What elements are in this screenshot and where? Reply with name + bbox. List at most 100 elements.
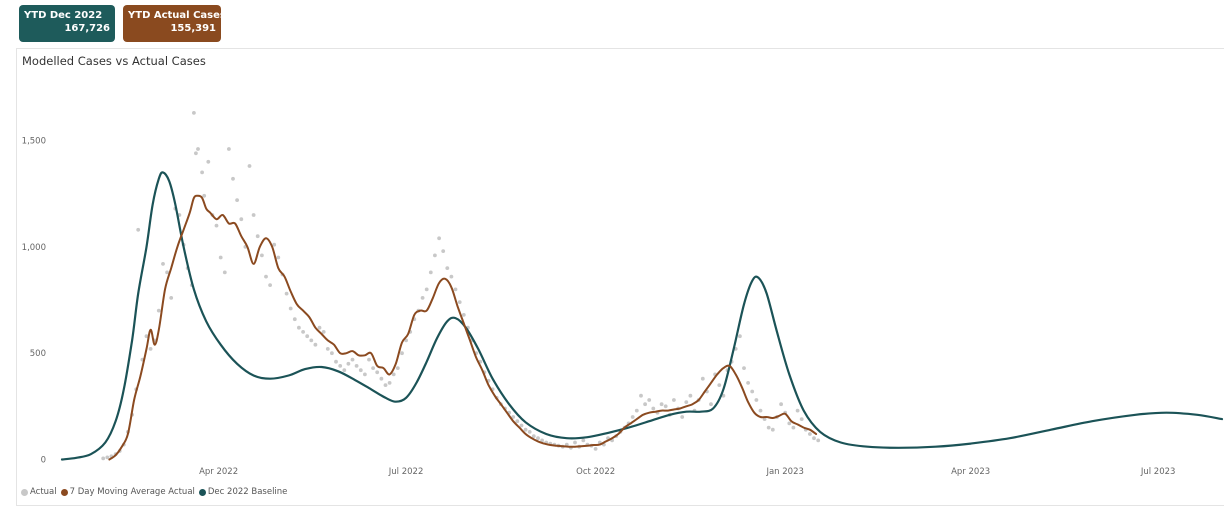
kpi-title: YTD Actual Cases (128, 10, 226, 21)
actual-point (354, 364, 359, 368)
actual-point (346, 361, 351, 366)
actual-point (317, 325, 322, 330)
actual-point (564, 442, 569, 447)
actual-point (196, 147, 200, 151)
y-tick-label: 0 (41, 456, 46, 466)
actual-point (371, 366, 375, 370)
actual-point (136, 227, 141, 232)
legend-item-moving-average[interactable]: 7 Day Moving Average Actual (60, 487, 195, 497)
legend-label: 7 Day Moving Average Actual (69, 487, 195, 497)
actual-point (791, 425, 796, 430)
actual-point (816, 438, 821, 443)
kpi-card-ytd-dec-2022[interactable]: YTD Dec 2022 167,726 (19, 5, 115, 42)
actual-point (200, 170, 205, 175)
actual-point (342, 368, 347, 373)
actual-point (453, 287, 458, 292)
actual-point (523, 427, 528, 432)
kpi-value: 167,726 (64, 23, 110, 34)
actual-point (161, 262, 165, 266)
actual-point (192, 111, 196, 115)
actual-point (264, 274, 268, 279)
legend-marker (198, 488, 206, 496)
actual-point (709, 402, 713, 407)
actual-point (659, 402, 664, 407)
legend-item-baseline[interactable]: Dec 2022 Baseline (198, 487, 288, 497)
kpi-title: YTD Dec 2022 (24, 10, 103, 21)
actual-point (375, 370, 380, 375)
actual-point (684, 400, 689, 404)
actual-point (391, 372, 396, 377)
kpi-card-ytd-actual-cases[interactable]: YTD Actual Cases 155,391 (123, 5, 226, 42)
actual-point (750, 389, 755, 394)
actual-point (457, 300, 462, 304)
actual-point (795, 408, 800, 413)
actual-point (630, 415, 635, 419)
legend-marker (21, 488, 28, 496)
actual-point (214, 223, 219, 228)
actual-point (808, 432, 812, 436)
actual-point (441, 249, 446, 254)
actual-point (301, 330, 305, 334)
legend-item-actual[interactable]: Actual (21, 487, 57, 497)
actual-point (383, 383, 388, 387)
x-axis: Apr 2022 Jul 2022 Oct 2022 Jan 2023 Apr 2023… (199, 467, 1175, 477)
actual-point (445, 266, 450, 270)
actual-point (379, 376, 384, 381)
x-tick-label: Jul 2023 (1140, 467, 1176, 477)
actual-point (746, 381, 750, 385)
actual-point (593, 447, 598, 451)
y-axis: 0 500 1,000 1,500 (22, 137, 46, 466)
actual-point (321, 330, 326, 334)
actual-point (255, 234, 260, 239)
moving-average-line (108, 194, 818, 461)
x-tick-label: Apr 2023 (951, 467, 990, 477)
actual-point (206, 159, 211, 164)
actual-point (531, 434, 536, 438)
actual-point (680, 415, 685, 419)
y-tick-label: 500 (30, 349, 46, 359)
actual-point (787, 421, 792, 426)
series-lines (60, 171, 1224, 461)
actual-point (165, 270, 170, 275)
actual-point (276, 255, 281, 260)
baseline-line (60, 171, 1224, 461)
actual-point (239, 217, 244, 222)
legend-marker (60, 488, 68, 496)
actual-point (672, 398, 676, 402)
kpi-value: 155,391 (170, 23, 216, 34)
actual-point (235, 198, 240, 203)
actual-point (433, 253, 437, 258)
actual-point (251, 213, 256, 217)
actual-point (424, 287, 429, 292)
actual-point (363, 372, 367, 377)
actual-point (297, 325, 301, 330)
actual-point (738, 334, 742, 339)
actual-point (428, 270, 433, 275)
actual-point (202, 193, 207, 198)
y-tick-label: 1,500 (22, 137, 46, 147)
actual-point (519, 423, 524, 428)
legend: Actual 7 Day Moving Average Actual Dec 2… (21, 487, 291, 497)
actual-point (461, 313, 466, 317)
actual-point (717, 383, 722, 387)
legend-label: Dec 2022 Baseline (207, 487, 288, 497)
actual-point (404, 338, 408, 343)
actual-point (367, 357, 371, 362)
actual-point (169, 296, 174, 300)
actual-point (305, 334, 310, 339)
actual-point (400, 351, 404, 356)
actual-point (639, 393, 643, 398)
chart-title: Modelled Cases vs Actual Cases (22, 54, 206, 68)
actual-point (742, 366, 746, 370)
actual-point (540, 438, 544, 443)
actual-point (420, 296, 425, 300)
actual-point (194, 151, 198, 156)
actual-point (227, 147, 231, 151)
actual-point (647, 398, 652, 402)
x-tick-label: Jul 2022 (388, 467, 424, 477)
actual-point (309, 338, 314, 343)
actual-point (527, 430, 532, 434)
actual-point (449, 274, 454, 279)
actual-point (272, 242, 277, 247)
